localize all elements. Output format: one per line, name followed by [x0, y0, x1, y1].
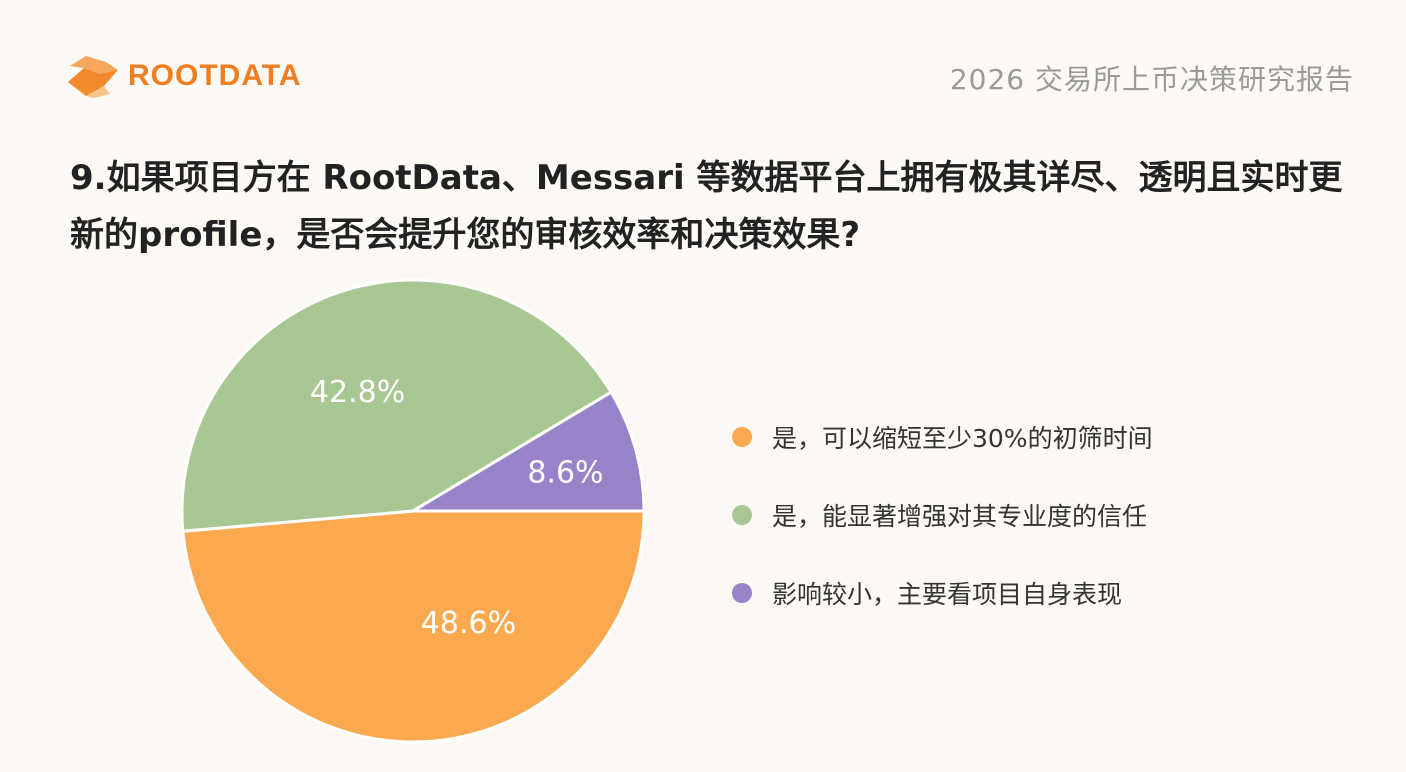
legend-item-1: 是，能显著增强对其专业度的信任 — [732, 476, 1153, 554]
legend-item-2: 影响较小，主要看项目自身表现 — [732, 554, 1153, 632]
pie-slice-label-1: 42.8% — [310, 375, 405, 410]
header: ROOTDATA 2026 交易所上币决策研究报告 — [0, 0, 1406, 110]
legend-swatch-0 — [732, 427, 752, 447]
pie-slice-2 — [407, 390, 646, 513]
rootdata-logo-icon — [68, 56, 118, 98]
legend-label-0: 是，可以缩短至少30%的初筛时间 — [772, 424, 1153, 453]
legend-swatch-2 — [732, 583, 752, 603]
logo: ROOTDATA — [66, 52, 302, 100]
chart-legend: 是，可以缩短至少30%的初筛时间 是，能显著增强对其专业度的信任 影响较小，主要看项… — [732, 398, 1153, 632]
pie-slice-0 — [181, 509, 646, 744]
pie-slice-1 — [180, 278, 614, 533]
question-title: 9.如果项目方在 RootData、Messari 等数据平台上拥有极其详尽、透… — [70, 158, 1343, 255]
pie-slice-label-0: 48.6% — [421, 606, 516, 641]
legend-label-1: 是，能显著增强对其专业度的信任 — [772, 502, 1148, 531]
report-title: 2026 交易所上币决策研究报告 — [949, 63, 1354, 96]
legend-swatch-1 — [732, 505, 752, 525]
pie-chart: 48.6% 42.8% 8.6% — [180, 278, 646, 744]
pie-slice-label-2: 8.6% — [527, 456, 603, 491]
logo-text: ROOTDATA — [128, 59, 302, 92]
legend-item-0: 是，可以缩短至少30%的初筛时间 — [732, 398, 1153, 476]
legend-label-2: 影响较小，主要看项目自身表现 — [772, 580, 1123, 609]
